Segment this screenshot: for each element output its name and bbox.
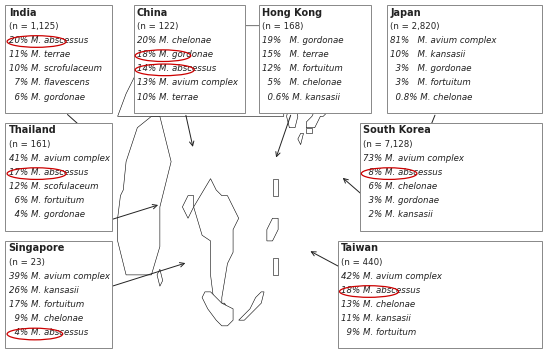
Text: 12% M. scofulaceum: 12% M. scofulaceum — [9, 182, 98, 191]
Text: 17% M. abscessus: 17% M. abscessus — [9, 168, 88, 177]
FancyBboxPatch shape — [338, 241, 542, 348]
Text: 4% M. gordonae: 4% M. gordonae — [9, 210, 84, 219]
Text: 9% M. chelonae: 9% M. chelonae — [9, 314, 83, 323]
Text: 6% M. chelonae: 6% M. chelonae — [363, 182, 437, 191]
Text: 3% M. gordonae: 3% M. gordonae — [363, 196, 439, 205]
Text: Japan: Japan — [390, 7, 421, 18]
FancyBboxPatch shape — [5, 241, 112, 348]
Polygon shape — [183, 196, 193, 218]
Text: 20% M. chelonae: 20% M. chelonae — [137, 36, 211, 45]
Text: (n = 2,820): (n = 2,820) — [390, 22, 440, 31]
Polygon shape — [239, 292, 264, 320]
Text: 2% M. kansasii: 2% M. kansasii — [363, 210, 433, 219]
Polygon shape — [287, 105, 298, 128]
Polygon shape — [202, 292, 233, 326]
Text: (n = 161): (n = 161) — [9, 140, 50, 149]
Text: 12%   M. fortuitum: 12% M. fortuitum — [262, 64, 343, 73]
Polygon shape — [267, 218, 278, 241]
Text: 7% M. flavescens: 7% M. flavescens — [9, 78, 89, 87]
Polygon shape — [272, 179, 278, 196]
Text: 3%   M. fortuitum: 3% M. fortuitum — [390, 78, 471, 87]
Text: 18% M. abscessus: 18% M. abscessus — [341, 286, 420, 295]
Polygon shape — [157, 269, 163, 286]
Text: Hong Kong: Hong Kong — [262, 7, 322, 18]
Text: 8% M. abscessus: 8% M. abscessus — [363, 168, 442, 177]
Polygon shape — [118, 26, 306, 117]
Text: (n = 23): (n = 23) — [9, 258, 45, 266]
Text: 41% M. avium complex: 41% M. avium complex — [9, 154, 110, 163]
Text: (n = 440): (n = 440) — [341, 258, 383, 266]
Polygon shape — [272, 258, 278, 275]
Text: 6% M. gordonae: 6% M. gordonae — [9, 93, 84, 101]
Text: Taiwan: Taiwan — [341, 243, 379, 253]
Text: India: India — [9, 7, 36, 18]
Text: 0.6% M. kansasii: 0.6% M. kansasii — [262, 93, 340, 101]
Text: 13% M. chelonae: 13% M. chelonae — [341, 300, 415, 309]
FancyBboxPatch shape — [134, 5, 245, 113]
Polygon shape — [216, 303, 227, 309]
Text: 19%   M. gordonae: 19% M. gordonae — [262, 36, 344, 45]
Text: (n = 1,125): (n = 1,125) — [9, 22, 58, 31]
Text: 15%   M. terrae: 15% M. terrae — [262, 50, 329, 59]
Text: Thailand: Thailand — [9, 125, 57, 136]
Text: 6% M. fortuitum: 6% M. fortuitum — [9, 196, 84, 205]
Text: 11% M. kansasii: 11% M. kansasii — [341, 314, 411, 323]
Text: 14% M. abscessus: 14% M. abscessus — [137, 64, 216, 73]
Text: 4% M. abscessus: 4% M. abscessus — [9, 328, 88, 337]
FancyBboxPatch shape — [5, 5, 112, 113]
FancyBboxPatch shape — [5, 123, 112, 231]
Text: 13% M. avium complex: 13% M. avium complex — [137, 78, 238, 87]
Text: 73% M. avium complex: 73% M. avium complex — [363, 154, 464, 163]
Polygon shape — [118, 117, 171, 275]
Text: 3%   M. gordonae: 3% M. gordonae — [390, 64, 472, 73]
Text: 18% M. gordonae: 18% M. gordonae — [137, 50, 213, 59]
Text: (n = 7,128): (n = 7,128) — [363, 140, 413, 149]
FancyBboxPatch shape — [360, 123, 542, 231]
Text: Singapore: Singapore — [9, 243, 65, 253]
Text: 20% M. abscessus: 20% M. abscessus — [9, 36, 88, 45]
Polygon shape — [298, 133, 304, 145]
Text: China: China — [137, 7, 168, 18]
Text: 11% M. terrae: 11% M. terrae — [9, 50, 70, 59]
Text: 0.8% M. chelonae: 0.8% M. chelonae — [390, 93, 473, 101]
Text: 42% M. avium complex: 42% M. avium complex — [341, 272, 442, 281]
Text: 9% M. fortuitum: 9% M. fortuitum — [341, 328, 416, 337]
Text: 10% M. terrae: 10% M. terrae — [137, 93, 198, 101]
Polygon shape — [306, 82, 332, 128]
Text: 5%   M. chelonae: 5% M. chelonae — [262, 78, 342, 87]
Polygon shape — [306, 128, 312, 133]
Text: 10%   M. kansasii: 10% M. kansasii — [390, 50, 465, 59]
Polygon shape — [332, 71, 343, 82]
Text: 81%   M. avium complex: 81% M. avium complex — [390, 36, 496, 45]
Text: (n = 122): (n = 122) — [137, 22, 178, 31]
FancyBboxPatch shape — [259, 5, 371, 113]
Text: 10% M. scrofulaceum: 10% M. scrofulaceum — [9, 64, 102, 73]
Text: 39% M. avium complex: 39% M. avium complex — [9, 272, 110, 281]
Polygon shape — [193, 179, 239, 309]
Text: 26% M. kansasii: 26% M. kansasii — [9, 286, 78, 295]
FancyBboxPatch shape — [387, 5, 542, 113]
Text: (n = 168): (n = 168) — [262, 22, 304, 31]
Text: 17% M. fortuitum: 17% M. fortuitum — [9, 300, 84, 309]
Text: South Korea: South Korea — [363, 125, 431, 136]
